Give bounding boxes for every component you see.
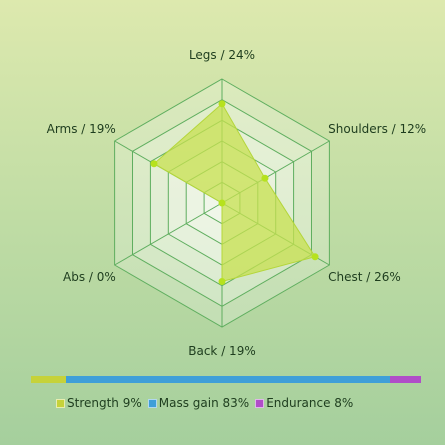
axis-label-arms: Arms / 19%	[47, 122, 116, 136]
axis-label-legs: Legs / 24%	[189, 48, 255, 62]
legend-item-strength: Strength 9%	[56, 396, 142, 410]
axis-label-shoulders: Shoulders / 12%	[328, 122, 426, 136]
radar-point-chest	[311, 253, 319, 261]
legend-label-endurance: Endurance 8%	[266, 396, 354, 410]
legend-label-strength: Strength 9%	[67, 396, 142, 410]
legend: Strength 9% Mass gain 83% Endurance 8%	[56, 396, 353, 410]
radar-axis-labels: Legs / 24% Shoulders / 12% Chest / 26% Back…	[47, 48, 427, 358]
axis-label-chest: Chest / 26%	[328, 270, 401, 284]
bar-segment-strength	[31, 376, 67, 383]
legend-swatch-strength	[56, 398, 65, 408]
radar-point-shoulders	[261, 174, 269, 182]
radar-point-legs	[218, 100, 226, 108]
legend-item-endurance: Endurance 8%	[255, 396, 353, 410]
axis-label-back: Back / 19%	[188, 344, 255, 358]
legend-item-mass-gain: Mass gain 83%	[147, 396, 250, 410]
radar-points	[150, 100, 319, 286]
bar-segment-endurance	[389, 376, 421, 383]
distribution-bar	[31, 376, 421, 383]
radar-point-abs	[218, 199, 226, 207]
radar-point-arms	[150, 160, 158, 168]
legend-label-mass-gain: Mass gain 83%	[158, 396, 250, 410]
legend-swatch-endurance	[255, 398, 265, 408]
axis-label-abs: Abs / 0%	[63, 270, 116, 284]
bar-segment-mass-gain	[66, 376, 390, 383]
legend-swatch-mass-gain	[147, 398, 157, 408]
radar-spoke	[114, 202, 223, 266]
radar-point-back	[218, 278, 226, 286]
